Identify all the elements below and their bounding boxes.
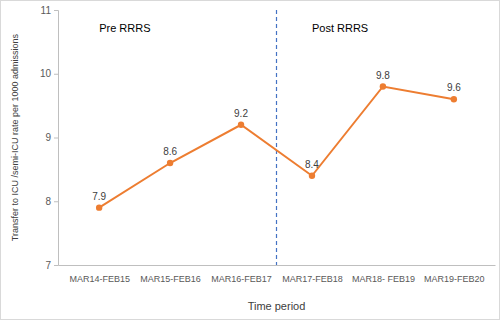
x-tick-label: MAR19-FEB20 <box>424 274 485 284</box>
annotation: Post RRRS <box>312 22 368 34</box>
divider <box>276 10 277 265</box>
series <box>96 83 457 211</box>
x-tick: MAR15-FEB16 <box>140 265 201 284</box>
y-axis-line <box>54 11 59 266</box>
x-tick-label: MAR18- FEB19 <box>352 274 415 284</box>
x-tick: MAR16-FEB17 <box>211 265 272 284</box>
data-labels: 7.9 8.6 9.2 8.4 9.8 9.6 <box>92 70 461 202</box>
x-tick: MAR17-FEB18 <box>282 265 343 284</box>
data-label: 7.9 <box>92 191 106 202</box>
marker <box>309 173 315 179</box>
y-tick-label: 8 <box>45 196 51 207</box>
y-tick-label: 10 <box>40 68 52 79</box>
x-tick: MAR18- FEB19 <box>352 265 415 284</box>
marker <box>380 83 386 89</box>
y-tick-mark <box>54 201 58 202</box>
y-tick-label: 7 <box>45 260 51 271</box>
y-tick: 10 <box>40 68 58 79</box>
data-label: 8.6 <box>163 146 177 157</box>
x-tick: MAR14-FEB15 <box>69 265 130 284</box>
x-axis: MAR14-FEB15 MAR15-FEB16 MAR16-FEB17 MAR17-F… <box>59 265 496 284</box>
y-tick-mark <box>54 265 58 266</box>
x-tick: MAR19-FEB20 <box>424 265 485 284</box>
marker <box>167 160 173 166</box>
y-tick: 8 <box>45 196 58 207</box>
x-tick-label: MAR14-FEB15 <box>69 274 130 284</box>
y-axis: 7 8 9 10 11 <box>40 5 59 271</box>
x-tick-label: MAR17-FEB18 <box>282 274 343 284</box>
y-tick-label: 11 <box>41 5 52 16</box>
marker <box>96 204 102 210</box>
y-tick-mark <box>54 10 58 11</box>
data-label: 9.8 <box>376 70 390 81</box>
y-axis-title: Transfer to ICU /semi-ICU rate per 1000 … <box>10 33 20 241</box>
x-axis-title: Time period <box>248 300 306 312</box>
data-label: 9.2 <box>234 108 248 119</box>
chart: 7 8 9 10 11 MAR14-FEB15 MAR15-FEB16 MAR16-FEB17… <box>0 0 500 320</box>
y-tick: 9 <box>45 132 58 143</box>
x-tick-label: MAR15-FEB16 <box>140 274 201 284</box>
x-tick-label: MAR16-FEB17 <box>211 274 272 284</box>
y-tick: 11 <box>41 5 58 16</box>
y-tick-label: 9 <box>45 132 51 143</box>
marker <box>451 96 457 102</box>
chart-border <box>1 1 500 320</box>
y-tick: 7 <box>45 260 58 271</box>
line <box>99 87 454 208</box>
data-label: 8.4 <box>305 159 319 170</box>
annotation: Pre RRRS <box>99 22 150 34</box>
x-axis-line <box>59 265 496 266</box>
data-label: 9.6 <box>447 82 461 93</box>
plot-area: 7 8 9 10 11 MAR14-FEB15 MAR15-FEB16 MAR16-FEB17… <box>40 5 496 285</box>
marker <box>238 122 244 128</box>
y-tick-mark <box>54 74 58 75</box>
y-tick-mark <box>54 138 58 139</box>
